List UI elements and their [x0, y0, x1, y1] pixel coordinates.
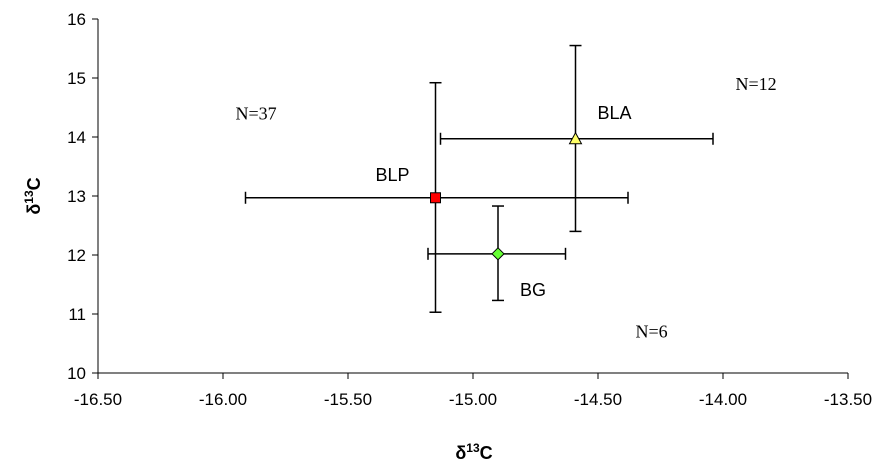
x-axis-title: δ13C	[455, 441, 492, 463]
y-tick-label: 13	[67, 187, 86, 206]
x-tick-label: -16.00	[199, 390, 247, 409]
n-37-label: N=37	[236, 103, 277, 123]
blp-label: BLP	[376, 165, 410, 185]
y-tick-label: 15	[67, 69, 86, 88]
x-tick-label: -16.50	[74, 390, 122, 409]
x-tick-label: -14.00	[699, 390, 747, 409]
bla-label: BLA	[598, 103, 632, 123]
bla-marker	[568, 131, 583, 145]
bg-marker	[491, 247, 505, 261]
y-tick-label: 11	[68, 305, 86, 324]
plot-area	[92, 18, 849, 379]
data-markers	[430, 131, 583, 261]
bg-label: BG	[520, 280, 546, 300]
x-tick-label: -14.50	[574, 390, 622, 409]
y-tick-label: 10	[67, 364, 86, 383]
x-tick-label: -13.50	[824, 390, 872, 409]
x-tick-label: -15.50	[324, 390, 372, 409]
n-6-label: N=6	[636, 322, 668, 342]
n-12-label: N=12	[736, 74, 777, 94]
error-bars	[244, 44, 714, 313]
y-axis-title: δ13C	[22, 177, 44, 214]
y-tick-label: 12	[67, 246, 86, 265]
y-tick-label: 14	[67, 128, 86, 147]
blp-marker	[430, 192, 441, 204]
labels: 10 11 12 13 14 15 16 -16.50 -16.00 -15.50 -15.00 -1…	[22, 10, 872, 463]
y-tick-label: 16	[67, 10, 86, 29]
x-tick-label: -15.00	[449, 390, 497, 409]
